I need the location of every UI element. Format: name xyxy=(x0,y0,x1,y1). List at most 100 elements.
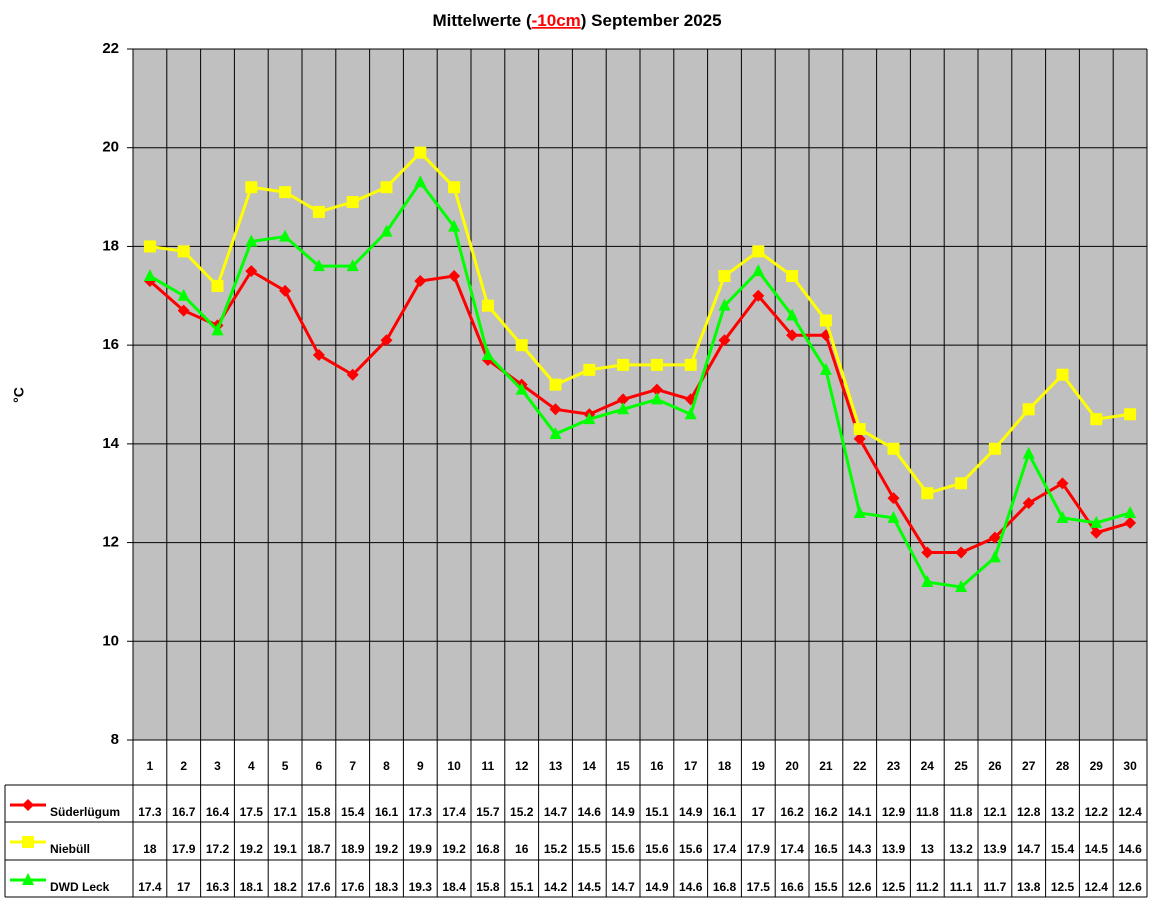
table-value: 11.7 xyxy=(984,880,1007,894)
table-value: 14.5 xyxy=(578,880,602,894)
table-value: 17 xyxy=(752,805,766,819)
marker xyxy=(448,219,461,232)
marker xyxy=(143,269,156,282)
marker xyxy=(22,873,34,885)
x-tick-label: 18 xyxy=(718,759,732,773)
table-value: 12.6 xyxy=(1118,880,1142,894)
table-value: 12.8 xyxy=(1017,805,1041,819)
table-value: 17.4 xyxy=(442,805,466,819)
marker xyxy=(1124,505,1137,518)
marker xyxy=(414,146,427,159)
x-tick-label: 22 xyxy=(853,759,867,773)
marker xyxy=(1124,408,1137,421)
table-value: 18.4 xyxy=(442,880,466,894)
table-value: 18.9 xyxy=(341,842,365,856)
marker xyxy=(22,836,34,848)
marker xyxy=(549,378,562,391)
marker xyxy=(549,426,562,439)
marker xyxy=(279,186,292,199)
marker xyxy=(245,234,258,247)
table-value: 15.7 xyxy=(476,805,500,819)
x-tick-label: 5 xyxy=(282,759,289,773)
table-value: 14.9 xyxy=(679,805,703,819)
table-value: 14.7 xyxy=(544,805,568,819)
y-tick-label: 12 xyxy=(102,534,119,551)
table-value: 19.2 xyxy=(442,842,466,856)
marker xyxy=(312,205,325,218)
table-value: 14.3 xyxy=(848,842,872,856)
table-value: 13.2 xyxy=(949,842,973,856)
marker xyxy=(955,477,968,490)
table-value: 14.7 xyxy=(611,880,635,894)
marker xyxy=(853,505,866,518)
marker xyxy=(650,358,663,371)
x-tick-label: 16 xyxy=(650,759,664,773)
marker xyxy=(752,264,765,277)
y-tick-label: 22 xyxy=(102,40,119,57)
x-tick-label: 4 xyxy=(248,759,255,773)
table-value: 15.2 xyxy=(544,842,568,856)
table-value: 16 xyxy=(515,842,529,856)
x-tick-label: 26 xyxy=(988,759,1002,773)
y-tick-label: 18 xyxy=(102,237,119,254)
table-value: 11.1 xyxy=(950,880,973,894)
table-value: 12.4 xyxy=(1085,880,1109,894)
table-value: 19.9 xyxy=(409,842,433,856)
table-value: 13 xyxy=(921,842,935,856)
x-tick-label: 19 xyxy=(752,759,766,773)
marker xyxy=(1056,368,1069,381)
marker xyxy=(414,175,427,188)
marker xyxy=(853,423,866,436)
table-value: 15.8 xyxy=(476,880,500,894)
marker xyxy=(786,308,799,321)
marker xyxy=(279,284,292,297)
table-value: 13.8 xyxy=(1017,880,1041,894)
table-value: 14.9 xyxy=(645,880,669,894)
x-tick-label: 24 xyxy=(921,759,935,773)
marker xyxy=(718,298,731,311)
y-axis-label: °C xyxy=(11,387,27,403)
table-value: 16.1 xyxy=(713,805,737,819)
marker xyxy=(448,270,461,283)
marker xyxy=(177,288,190,301)
y-tick-label: 20 xyxy=(102,139,119,156)
table-value: 15.2 xyxy=(510,805,534,819)
table-value: 16.5 xyxy=(814,842,838,856)
table-value: 14.2 xyxy=(544,880,568,894)
table-value: 16.6 xyxy=(780,880,804,894)
table-value: 15.6 xyxy=(645,842,669,856)
table-value: 18.1 xyxy=(240,880,264,894)
table-value: 17.1 xyxy=(273,805,297,819)
x-tick-label: 20 xyxy=(785,759,799,773)
table-value: 18.7 xyxy=(307,842,331,856)
table-value: 17.9 xyxy=(747,842,771,856)
marker xyxy=(819,314,832,327)
marker xyxy=(414,274,427,287)
marker xyxy=(143,240,156,253)
table-value: 14.6 xyxy=(578,805,602,819)
x-tick-label: 10 xyxy=(447,759,461,773)
marker xyxy=(1124,516,1137,529)
marker xyxy=(312,349,325,362)
x-tick-label: 15 xyxy=(616,759,630,773)
marker xyxy=(819,362,832,375)
marker xyxy=(22,799,34,811)
marker xyxy=(921,487,934,500)
table-value: 16.1 xyxy=(375,805,399,819)
table-value: 15.6 xyxy=(611,842,635,856)
marker xyxy=(583,363,596,376)
x-tick-label: 27 xyxy=(1022,759,1036,773)
table-value: 15.4 xyxy=(341,805,365,819)
table-value: 16.2 xyxy=(814,805,838,819)
table-value: 15.1 xyxy=(510,880,534,894)
x-tick-label: 11 xyxy=(482,759,495,773)
x-tick-label: 2 xyxy=(180,759,187,773)
marker xyxy=(346,196,359,209)
marker xyxy=(617,402,630,415)
x-tick-label: 9 xyxy=(417,759,424,773)
table-value: 17.6 xyxy=(341,880,365,894)
table-value: 12.4 xyxy=(1118,805,1142,819)
marker xyxy=(245,265,258,278)
table-value: 16.3 xyxy=(206,880,230,894)
marker xyxy=(211,323,224,336)
